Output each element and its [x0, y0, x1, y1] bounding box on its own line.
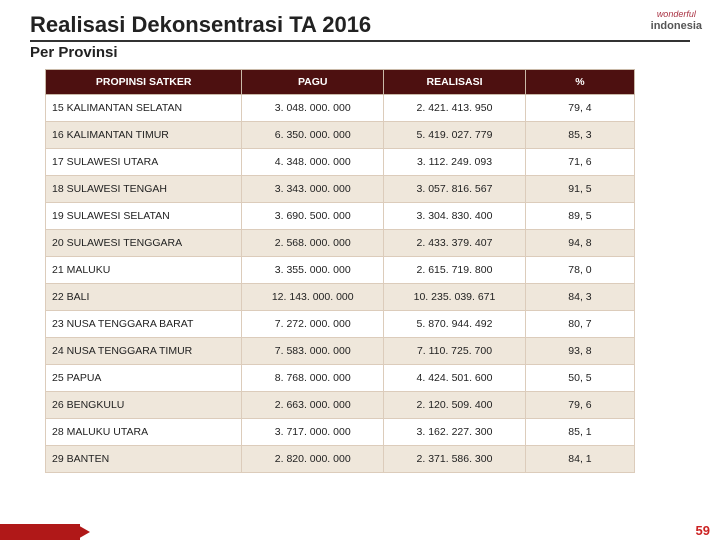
cell-pagu: 3. 717. 000. 000 [242, 419, 384, 446]
cell-pagu: 7. 272. 000. 000 [242, 311, 384, 338]
cell-percent: 85, 3 [525, 122, 634, 149]
table-row: 29 BANTEN2. 820. 000. 0002. 371. 586. 30… [46, 446, 635, 473]
page-title: Realisasi Dekonsentrasi TA 2016 [30, 12, 690, 42]
cell-percent: 84, 1 [525, 446, 634, 473]
cell-propinsi: 16 KALIMANTAN TIMUR [46, 122, 242, 149]
cell-percent: 91, 5 [525, 176, 634, 203]
cell-pagu: 3. 048. 000. 000 [242, 95, 384, 122]
col-realisasi: REALISASI [384, 70, 526, 95]
cell-propinsi: 25 PAPUA [46, 365, 242, 392]
table-row: 23 NUSA TENGGARA BARAT7. 272. 000. 0005.… [46, 311, 635, 338]
cell-realisasi: 4. 424. 501. 600 [384, 365, 526, 392]
cell-propinsi: 24 NUSA TENGGARA TIMUR [46, 338, 242, 365]
page-subtitle: Per Provinsi [30, 44, 690, 61]
table-row: 24 NUSA TENGGARA TIMUR7. 583. 000. 0007.… [46, 338, 635, 365]
cell-pagu: 7. 583. 000. 000 [242, 338, 384, 365]
cell-realisasi: 3. 304. 830. 400 [384, 203, 526, 230]
table-row: 17 SULAWESI UTARA4. 348. 000. 0003. 112.… [46, 149, 635, 176]
footer-arrow-icon [76, 524, 90, 540]
cell-pagu: 6. 350. 000. 000 [242, 122, 384, 149]
cell-realisasi: 2. 120. 509. 400 [384, 392, 526, 419]
table-header-row: PROPINSI SATKER PAGU REALISASI % [46, 70, 635, 95]
cell-percent: 93, 8 [525, 338, 634, 365]
cell-pagu: 3. 355. 000. 000 [242, 257, 384, 284]
table-row: 28 MALUKU UTARA3. 717. 000. 0003. 162. 2… [46, 419, 635, 446]
cell-realisasi: 2. 371. 586. 300 [384, 446, 526, 473]
cell-propinsi: 15 KALIMANTAN SELATAN [46, 95, 242, 122]
realisasi-table: PROPINSI SATKER PAGU REALISASI % 15 KALI… [45, 69, 635, 473]
cell-realisasi: 2. 421. 413. 950 [384, 95, 526, 122]
table-row: 26 BENGKULU2. 663. 000. 0002. 120. 509. … [46, 392, 635, 419]
cell-percent: 79, 6 [525, 392, 634, 419]
cell-realisasi: 7. 110. 725. 700 [384, 338, 526, 365]
cell-percent: 94, 8 [525, 230, 634, 257]
table-row: 21 MALUKU3. 355. 000. 0002. 615. 719. 80… [46, 257, 635, 284]
cell-propinsi: 22 BALI [46, 284, 242, 311]
cell-realisasi: 2. 615. 719. 800 [384, 257, 526, 284]
brand-logo: wonderful indonesia [651, 10, 702, 32]
table-row: 19 SULAWESI SELATAN3. 690. 500. 0003. 30… [46, 203, 635, 230]
cell-percent: 89, 5 [525, 203, 634, 230]
table-row: 16 KALIMANTAN TIMUR6. 350. 000. 0005. 41… [46, 122, 635, 149]
table-row: 25 PAPUA8. 768. 000. 0004. 424. 501. 600… [46, 365, 635, 392]
table-row: 15 KALIMANTAN SELATAN3. 048. 000. 0002. … [46, 95, 635, 122]
col-percent: % [525, 70, 634, 95]
cell-realisasi: 3. 057. 816. 567 [384, 176, 526, 203]
cell-percent: 84, 3 [525, 284, 634, 311]
cell-percent: 71, 6 [525, 149, 634, 176]
footer-bar [0, 524, 720, 540]
col-propinsi: PROPINSI SATKER [46, 70, 242, 95]
table-row: 22 BALI12. 143. 000. 00010. 235. 039. 67… [46, 284, 635, 311]
cell-realisasi: 2. 433. 379. 407 [384, 230, 526, 257]
cell-propinsi: 21 MALUKU [46, 257, 242, 284]
cell-percent: 80, 7 [525, 311, 634, 338]
cell-propinsi: 28 MALUKU UTARA [46, 419, 242, 446]
logo-line2: indonesia [651, 20, 702, 32]
cell-propinsi: 26 BENGKULU [46, 392, 242, 419]
cell-realisasi: 3. 162. 227. 300 [384, 419, 526, 446]
cell-percent: 50, 5 [525, 365, 634, 392]
cell-pagu: 2. 820. 000. 000 [242, 446, 384, 473]
cell-pagu: 4. 348. 000. 000 [242, 149, 384, 176]
cell-propinsi: 17 SULAWESI UTARA [46, 149, 242, 176]
cell-propinsi: 19 SULAWESI SELATAN [46, 203, 242, 230]
cell-percent: 85, 1 [525, 419, 634, 446]
cell-pagu: 2. 663. 000. 000 [242, 392, 384, 419]
col-pagu: PAGU [242, 70, 384, 95]
cell-pagu: 12. 143. 000. 000 [242, 284, 384, 311]
cell-percent: 79, 4 [525, 95, 634, 122]
cell-propinsi: 20 SULAWESI TENGGARA [46, 230, 242, 257]
table-row: 18 SULAWESI TENGAH3. 343. 000. 0003. 057… [46, 176, 635, 203]
cell-realisasi: 3. 112. 249. 093 [384, 149, 526, 176]
cell-pagu: 3. 343. 000. 000 [242, 176, 384, 203]
cell-percent: 78, 0 [525, 257, 634, 284]
cell-propinsi: 23 NUSA TENGGARA BARAT [46, 311, 242, 338]
table-row: 20 SULAWESI TENGGARA2. 568. 000. 0002. 4… [46, 230, 635, 257]
cell-propinsi: 18 SULAWESI TENGAH [46, 176, 242, 203]
cell-realisasi: 10. 235. 039. 671 [384, 284, 526, 311]
cell-realisasi: 5. 870. 944. 492 [384, 311, 526, 338]
cell-propinsi: 29 BANTEN [46, 446, 242, 473]
cell-pagu: 8. 768. 000. 000 [242, 365, 384, 392]
cell-pagu: 3. 690. 500. 000 [242, 203, 384, 230]
cell-realisasi: 5. 419. 027. 779 [384, 122, 526, 149]
logo-line1: wonderful [651, 10, 702, 20]
cell-pagu: 2. 568. 000. 000 [242, 230, 384, 257]
page-number: 59 [696, 523, 710, 538]
